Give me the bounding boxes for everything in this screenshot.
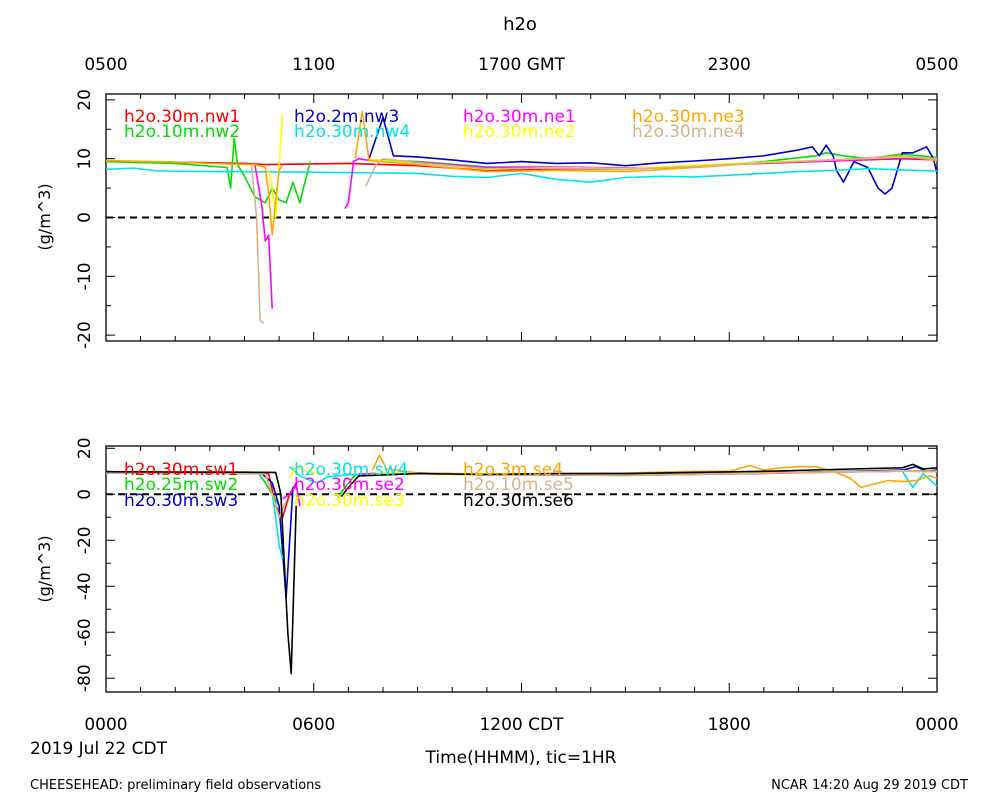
- legend-entry: h2o.3m.se4: [463, 460, 563, 480]
- series-line-h2o.30m.se6: [340, 463, 937, 498]
- top-x-tick-label: 0500: [915, 55, 958, 75]
- legend: h2o.30m.nw1h2o.10m.nw2h2o.2m.nw3h2o.30m.…: [124, 107, 745, 142]
- series-line-h2o.30m.se2: [282, 484, 301, 506]
- series-line-h2o.30m.ne2: [267, 114, 284, 219]
- legend-entry: h2o.10m.nw2: [124, 122, 240, 142]
- series-line-h2o.30m.ne1: [254, 164, 273, 309]
- y-tick-label: -40: [75, 572, 95, 600]
- top-x-tick-label: 0500: [84, 55, 127, 75]
- y-tick-label: -10: [75, 262, 95, 290]
- lower-panel: (g/m^3) 20 0 -20 -40 -60 -80 h2o.30m.sw1h2o.25…: [35, 437, 938, 693]
- series-line-h2o.30m.ne3: [106, 159, 284, 236]
- y-tick-label: -60: [75, 618, 95, 646]
- series-group: [106, 454, 937, 675]
- upper-panel: (g/m^3) 20 10 0 -10 -20 h2o.30m.nw1h2o.10m.nw…: [35, 89, 938, 349]
- bottom-x-tick-label: 0600: [292, 715, 335, 735]
- legend-entry: h2o.30m.ne4: [632, 122, 745, 142]
- legend-entry: h2o.30m.se3: [294, 491, 405, 511]
- y-tick-label: -20: [75, 321, 95, 349]
- series-line-h2o.30m.nw4: [106, 167, 937, 183]
- series-line-h2o.30m.ne4: [250, 164, 265, 324]
- series-line-h2o.30m.ne4: [364, 155, 937, 187]
- legend-entry: h2o.30m.ne1: [463, 107, 576, 127]
- y-tick-label: 0: [75, 212, 95, 223]
- series-group: [106, 110, 937, 324]
- y-tick-label: 20: [75, 437, 95, 459]
- legend-entry: h2o.30m.sw3: [124, 491, 238, 511]
- legend-entry: h2o.30m.sw4: [294, 460, 408, 480]
- y-tick-label: -20: [75, 526, 95, 554]
- date-label: 2019 Jul 22 CDT: [30, 739, 168, 759]
- top-x-tick-label: 1700 GMT: [478, 55, 566, 75]
- series-line-h2o.30m.se3: [288, 465, 321, 479]
- footer-left-note: CHEESEHEAD: preliminary field observatio…: [30, 778, 321, 793]
- lower-y-axis-label: (g/m^3): [35, 535, 54, 602]
- y-tick-label: -80: [75, 664, 95, 692]
- bottom-x-tick-label: 1200 CDT: [479, 715, 564, 735]
- upper-y-axis-label: (g/m^3): [35, 183, 54, 250]
- y-tick-label: 20: [75, 89, 95, 111]
- series-line-h2o.30m.se6: [106, 470, 298, 675]
- top-x-tick-label: 1100: [292, 55, 335, 75]
- legend-entry: h2o.10m.se5: [463, 475, 574, 495]
- legend-entry: h2o.30m.se6: [463, 491, 574, 511]
- series-line-h2o.10m.se5: [106, 472, 287, 519]
- legend-entry: h2o.30m.ne3: [632, 107, 745, 127]
- bottom-x-tick-label: 1800: [708, 715, 751, 735]
- series-line-h2o.2m.nw3: [368, 116, 937, 195]
- series-line-h2o.30m.sw4: [271, 494, 284, 559]
- x-axis-label: Time(HHMM), tic=1HR: [425, 748, 617, 768]
- legend-entry: h2o.30m.se2: [294, 475, 405, 495]
- y-tick-label: 10: [75, 148, 95, 170]
- legend-entry: h2o.30m.ne2: [463, 122, 576, 142]
- legend-entry: h2o.30m.nw4: [294, 122, 410, 142]
- legend-entry: h2o.25m.sw2: [124, 475, 238, 495]
- bottom-x-tick-label: 0000: [915, 715, 958, 735]
- figure-title: h2o: [503, 14, 537, 35]
- y-tick-label: 0: [75, 489, 95, 500]
- series-line-h2o.30m.ne1: [344, 157, 937, 210]
- legend-entry: h2o.30m.sw1: [124, 460, 238, 480]
- footer-right-note: NCAR 14:20 Aug 29 2019 CDT: [771, 778, 968, 793]
- top-x-tick-label: 2300: [708, 55, 751, 75]
- legend-entry: h2o.2m.nw3: [294, 107, 399, 127]
- legend-entry: h2o.30m.nw1: [124, 107, 240, 127]
- bottom-x-tick-label: 0000: [84, 715, 127, 735]
